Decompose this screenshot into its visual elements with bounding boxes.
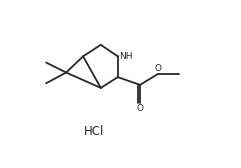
Text: NH: NH (119, 52, 133, 61)
Text: HCl: HCl (84, 125, 104, 138)
Text: O: O (137, 104, 144, 113)
Text: O: O (154, 64, 161, 73)
